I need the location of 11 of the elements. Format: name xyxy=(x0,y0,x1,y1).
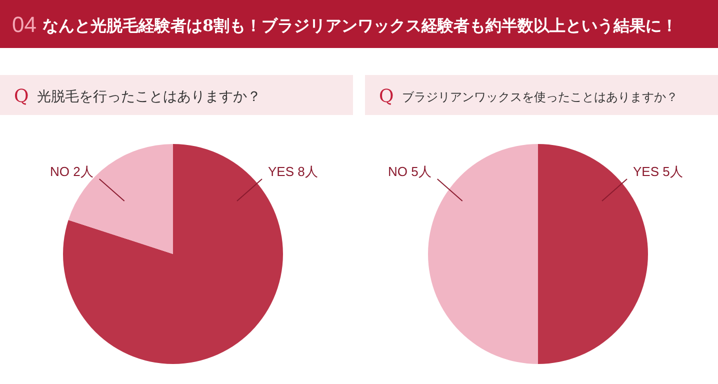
text: なんと光脱毛経験者は8割も！ブラジリアンワックス経験者も約半数以上という結果に！ xyxy=(42,16,678,35)
slice-label: YES 8人 xyxy=(268,164,318,179)
chart-title: ブラジリアンワックスを使ったことはありますか？ xyxy=(402,90,678,104)
slice-label: NO 2人 xyxy=(50,164,94,179)
pie-slice xyxy=(68,144,173,254)
chart-title: 光脱毛を行ったことはありますか？ xyxy=(36,89,261,105)
slice-label: NO 5人 xyxy=(388,164,432,179)
text: Q xyxy=(14,86,29,107)
text: 04 xyxy=(12,12,36,37)
text: Q xyxy=(379,86,394,107)
slice-label: YES 5人 xyxy=(633,164,683,179)
